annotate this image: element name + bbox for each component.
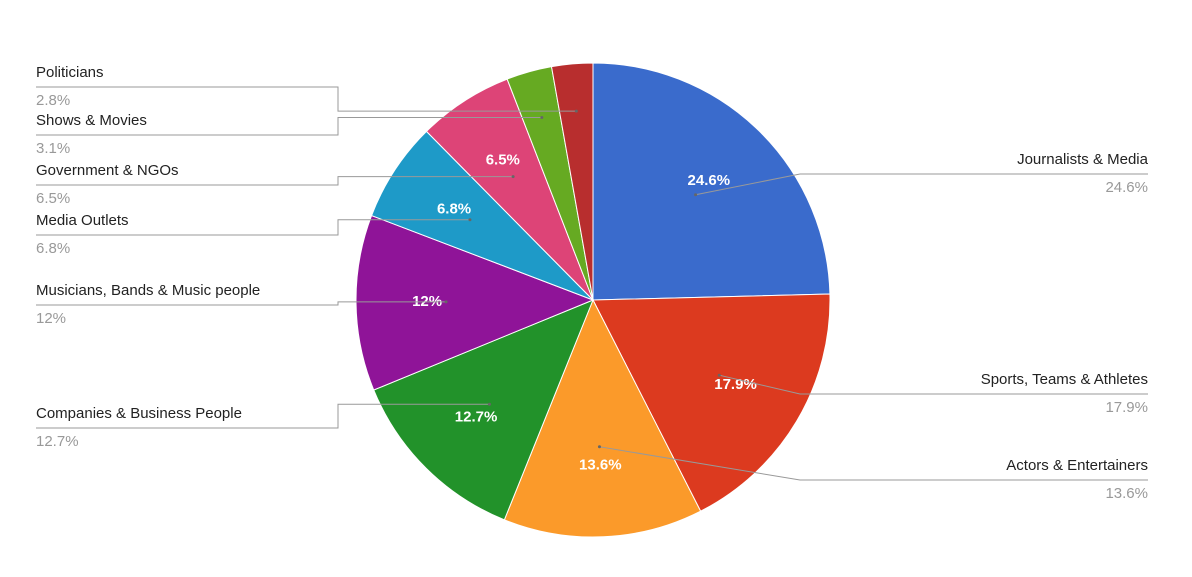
leader-line — [36, 219, 470, 236]
slice-label: 24.6% — [688, 172, 731, 189]
leader-line — [36, 403, 490, 429]
legend-name: Shows & Movies — [36, 112, 147, 129]
legend-value: 12% — [36, 310, 66, 327]
leader-dot — [511, 175, 515, 179]
leader-dot — [574, 109, 578, 113]
slice-label: 6.8% — [437, 200, 471, 217]
leader-dot — [444, 300, 448, 304]
pie-slice — [592, 293, 831, 512]
legend-name: Sports, Teams & Athletes — [981, 371, 1148, 388]
legend-value: 12.7% — [36, 433, 79, 450]
legend-name: Government & NGOs — [36, 162, 179, 179]
leader-dot — [597, 445, 601, 449]
leader-line — [36, 176, 514, 186]
pie-slice — [503, 298, 702, 538]
slice-label: 13.6% — [579, 457, 622, 474]
leader-line — [695, 173, 1148, 196]
leader-dot — [540, 115, 544, 119]
legend-name: Actors & Entertainers — [1006, 457, 1148, 474]
slice-label: 6.5% — [486, 152, 520, 169]
legend-value: 2.8% — [36, 92, 70, 109]
leader-line — [36, 86, 577, 112]
leader-dot — [487, 402, 491, 406]
leader-line — [719, 374, 1148, 395]
legend-value: 6.5% — [36, 190, 70, 207]
slice-label: 12.7% — [455, 409, 498, 426]
legend-name: Musicians, Bands & Music people — [36, 282, 260, 299]
leader-dot — [468, 218, 472, 222]
pie-slice — [550, 62, 594, 301]
leader-line — [599, 446, 1148, 481]
pie-slice — [373, 299, 594, 521]
legend-name: Companies & Business People — [36, 405, 242, 422]
leader-line — [36, 301, 447, 306]
leader-dot — [717, 373, 721, 377]
pie-slice — [592, 62, 831, 301]
legend-name: Media Outlets — [36, 212, 129, 229]
legend-value: 13.6% — [1105, 485, 1148, 502]
legend-value: 24.6% — [1105, 179, 1148, 196]
legend-value: 6.8% — [36, 240, 70, 257]
legend-name: Journalists & Media — [1017, 151, 1149, 168]
pie-slice — [355, 214, 595, 391]
legend-value: 3.1% — [36, 140, 70, 157]
leader-line — [36, 116, 542, 136]
leader-dot — [694, 193, 698, 197]
slice-label: 17.9% — [714, 376, 757, 393]
legend-name: Politicians — [36, 64, 104, 81]
legend-value: 17.9% — [1105, 399, 1148, 416]
